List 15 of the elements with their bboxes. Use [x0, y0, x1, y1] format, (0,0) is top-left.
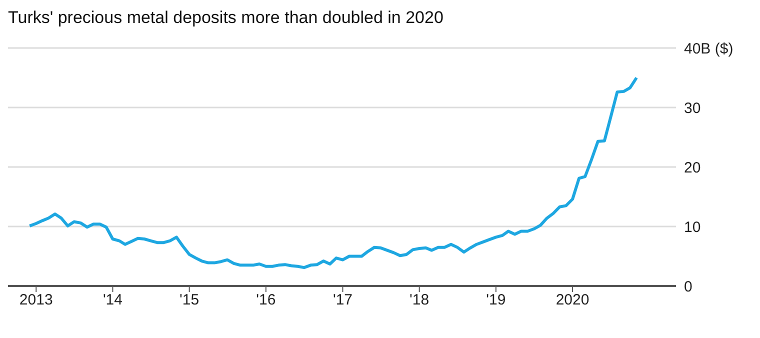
x-tick-label: '18: [410, 292, 430, 309]
y-tick-label: 40B ($): [684, 40, 734, 58]
chart-title: Turks' precious metal deposits more than doubled in 2020: [8, 8, 444, 28]
y-tick-label: 10: [684, 218, 701, 236]
x-tick-label: 2020: [556, 292, 590, 309]
x-tick-label: '15: [180, 292, 200, 309]
x-tick-label: '17: [332, 292, 353, 309]
x-tick-label: 2013: [19, 292, 53, 309]
y-tick-label: 30: [684, 100, 701, 117]
line-series: [28, 76, 638, 270]
y-tick-label: 0: [684, 278, 692, 296]
y-tick-label: 20: [684, 159, 701, 176]
x-tick-label: '16: [256, 292, 276, 309]
x-tick-label: '19: [486, 292, 506, 309]
x-tick-label: '14: [102, 292, 123, 309]
